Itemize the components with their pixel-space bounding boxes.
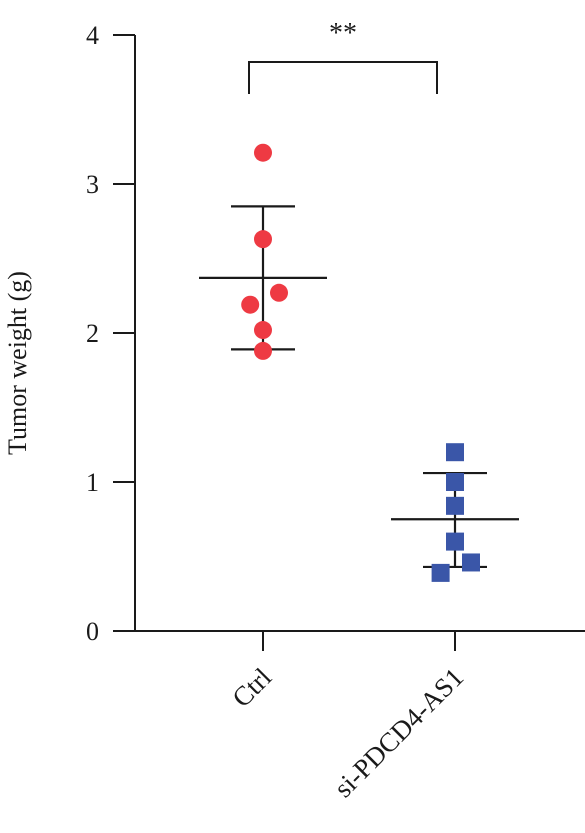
- y-ticks: 0 1 2 3 4: [86, 21, 135, 646]
- si-pdcd4-as1-data-point: [446, 473, 464, 491]
- ctrl-data-point: [254, 341, 272, 360]
- y-axis-title: Tumor weight (g): [3, 271, 32, 455]
- x-tick-label: si-PDCD4-AS1: [328, 662, 469, 803]
- y-tick-label: 2: [86, 319, 99, 348]
- si-pdcd4-as1-data-point: [431, 563, 450, 582]
- x-tick-label: Ctrl: [226, 662, 277, 713]
- error-bars: [199, 205, 519, 569]
- ctrl-data-point: [254, 230, 272, 249]
- y-tick-label: 0: [86, 617, 99, 646]
- ctrl-data-point: [254, 321, 272, 340]
- y-tick-label: 3: [86, 170, 99, 199]
- ctrl-data-point: [270, 283, 288, 302]
- data-points: [241, 143, 480, 582]
- significance-bracket: **: [248, 18, 438, 94]
- significance-label: **: [329, 18, 357, 49]
- ctrl-data-point: [254, 143, 272, 162]
- x-ticks: Ctrl si-PDCD4-AS1: [226, 631, 469, 803]
- y-tick-label: 4: [86, 21, 99, 50]
- si-pdcd4-as1-data-point: [446, 496, 464, 515]
- y-tick-label: 1: [86, 468, 99, 497]
- si-pdcd4-as1-data-point: [446, 443, 464, 462]
- si-pdcd4-as1-data-point: [462, 553, 480, 572]
- si-pdcd4-as1-data-point: [446, 532, 464, 551]
- significance-bracket-line: [248, 61, 438, 94]
- ctrl-data-point: [241, 295, 260, 314]
- axes: [134, 35, 585, 632]
